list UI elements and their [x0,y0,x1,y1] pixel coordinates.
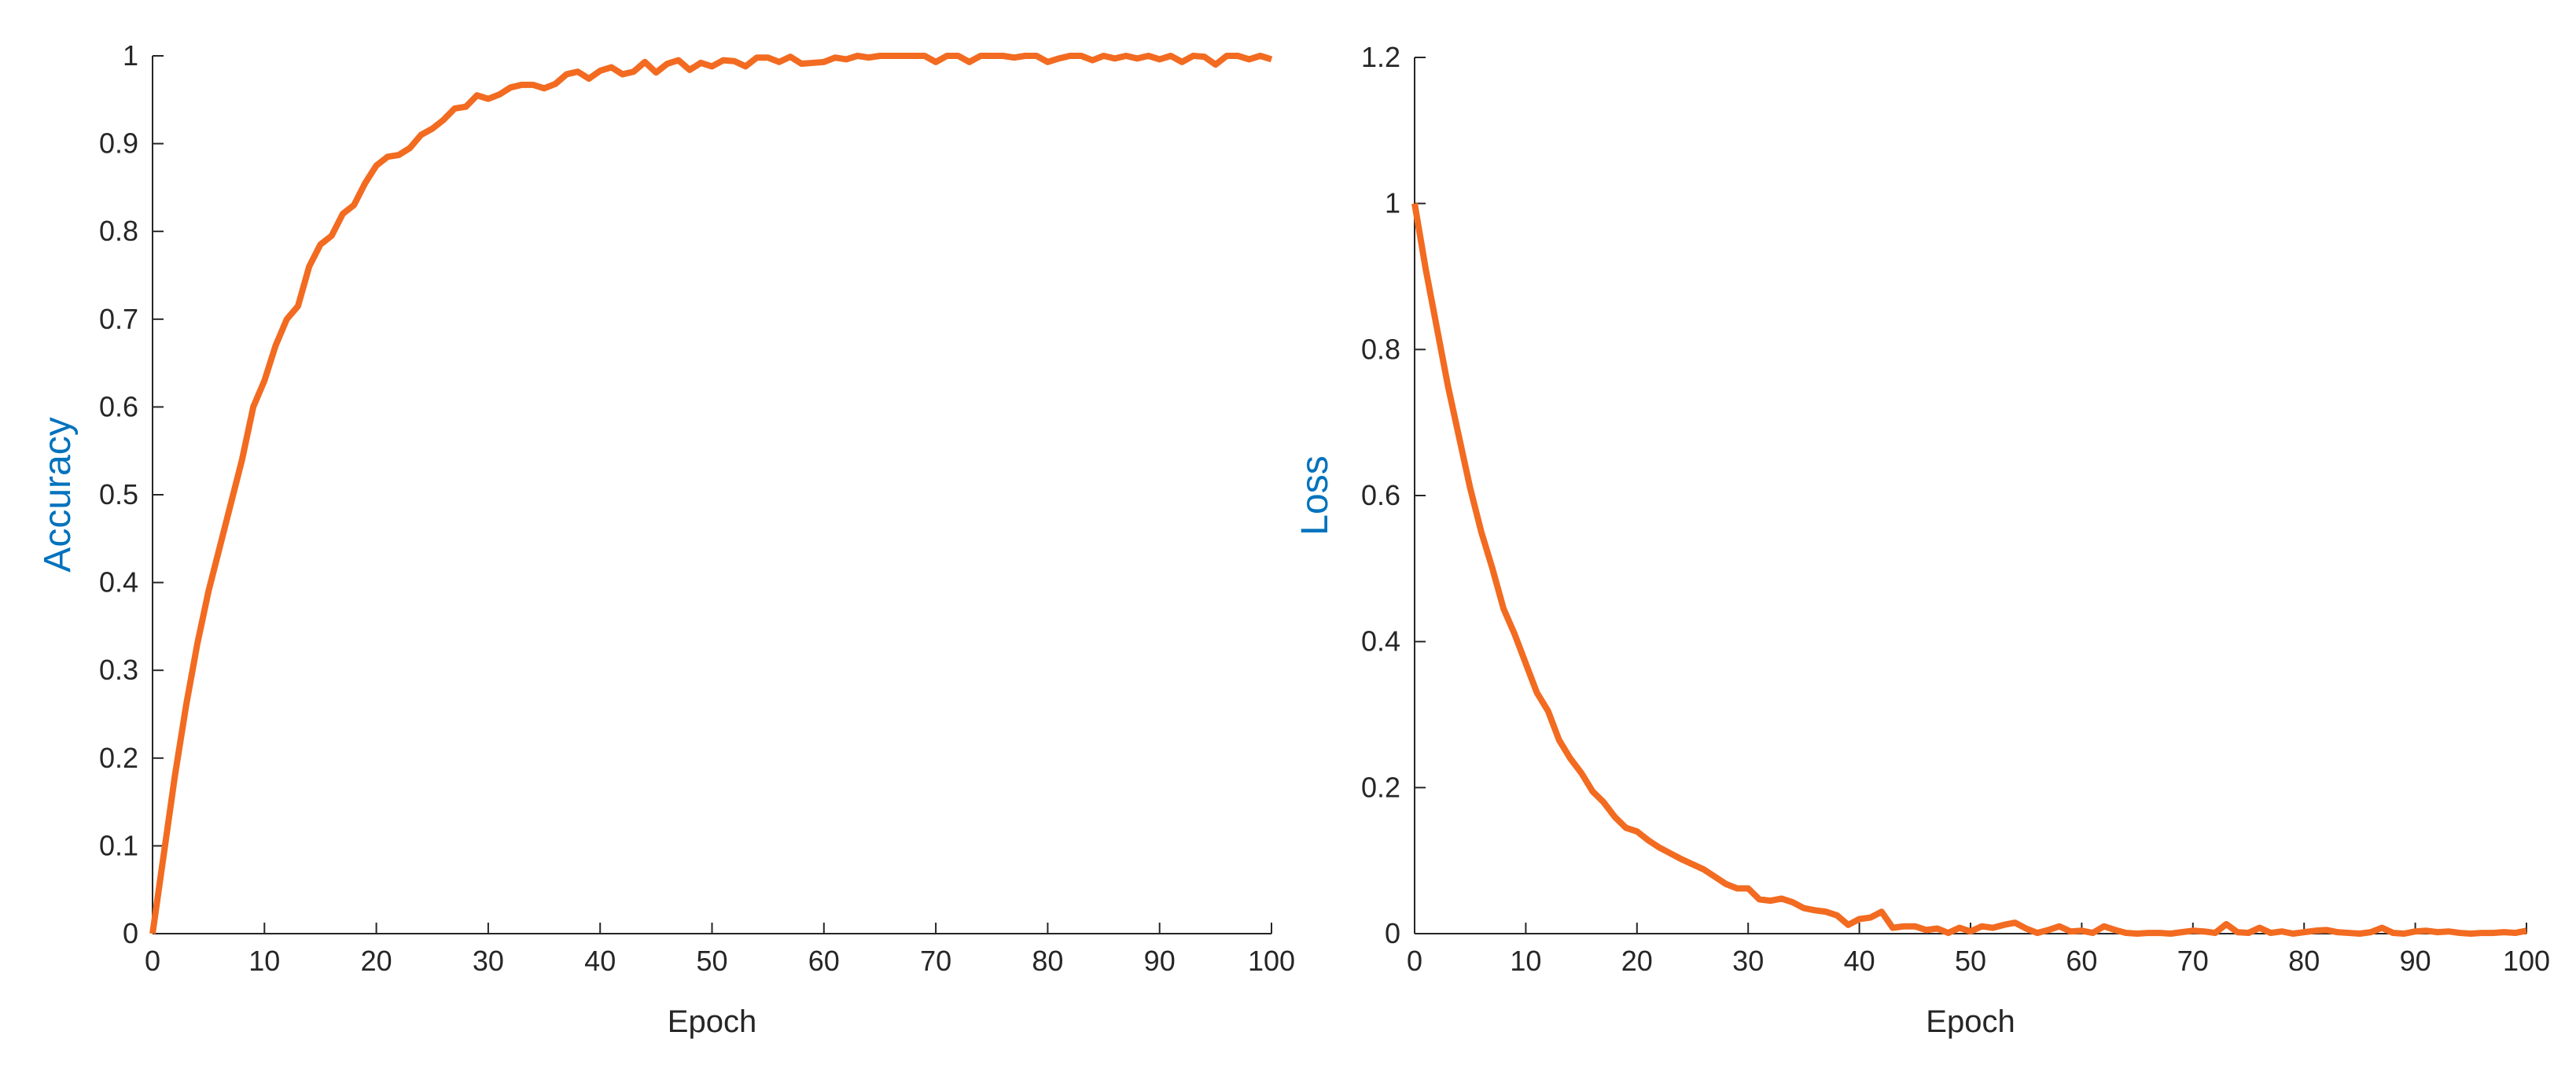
y-tick-label: 0.6 [99,390,138,422]
y-axis-label: Loss [1294,455,1336,535]
y-tick-label: 0.2 [1361,771,1400,803]
x-tick-label: 90 [1144,945,1176,977]
y-tick-label: 0 [123,917,138,949]
y-tick-label: 0.4 [1361,625,1400,658]
y-tick-label: 0.9 [99,127,138,160]
x-tick-label: 20 [361,945,392,977]
y-tick-label: 0.1 [99,829,138,861]
x-tick-label: 100 [2503,945,2550,977]
y-tick-label: 1 [123,39,138,72]
x-tick-label: 40 [584,945,616,977]
x-tick-label: 70 [2177,945,2209,977]
x-tick-label: 60 [808,945,840,977]
y-tick-label: 1.2 [1361,41,1400,73]
x-tick-label: 0 [145,945,160,977]
x-tick-label: 80 [1032,945,1063,977]
y-tick-label: 0.5 [99,478,138,510]
x-tick-label: 50 [696,945,727,977]
x-axis-label: Epoch [1926,1004,2015,1039]
x-tick-label: 10 [248,945,280,977]
x-tick-label: 100 [1248,945,1295,977]
x-tick-label: 30 [473,945,504,977]
x-tick-label: 10 [1510,945,1541,977]
data-line [149,53,1273,934]
y-tick-label: 1 [1385,187,1400,219]
x-tick-label: 90 [2400,945,2431,977]
y-tick-label: 0.3 [99,654,138,686]
y-tick-label: 0.4 [99,566,138,599]
x-tick-label: 80 [2288,945,2320,977]
x-tick-label: 70 [920,945,951,977]
x-tick-label: 0 [1407,945,1422,977]
x-tick-label: 50 [1955,945,1986,977]
x-tick-label: 30 [1732,945,1764,977]
x-axis-label: Epoch [668,1004,756,1039]
y-tick-label: 0.2 [99,742,138,774]
y-axis-label: Accuracy [37,417,79,572]
y-tick-label: 0.6 [1361,479,1400,511]
x-tick-label: 20 [1621,945,1653,977]
y-tick-label: 0 [1385,917,1400,949]
data-line [1411,203,2527,937]
x-tick-label: 40 [1844,945,1875,977]
y-tick-label: 0.7 [99,303,138,335]
x-tick-label: 60 [2066,945,2097,977]
y-tick-label: 0.8 [1361,333,1400,365]
y-tick-label: 0.8 [99,215,138,247]
